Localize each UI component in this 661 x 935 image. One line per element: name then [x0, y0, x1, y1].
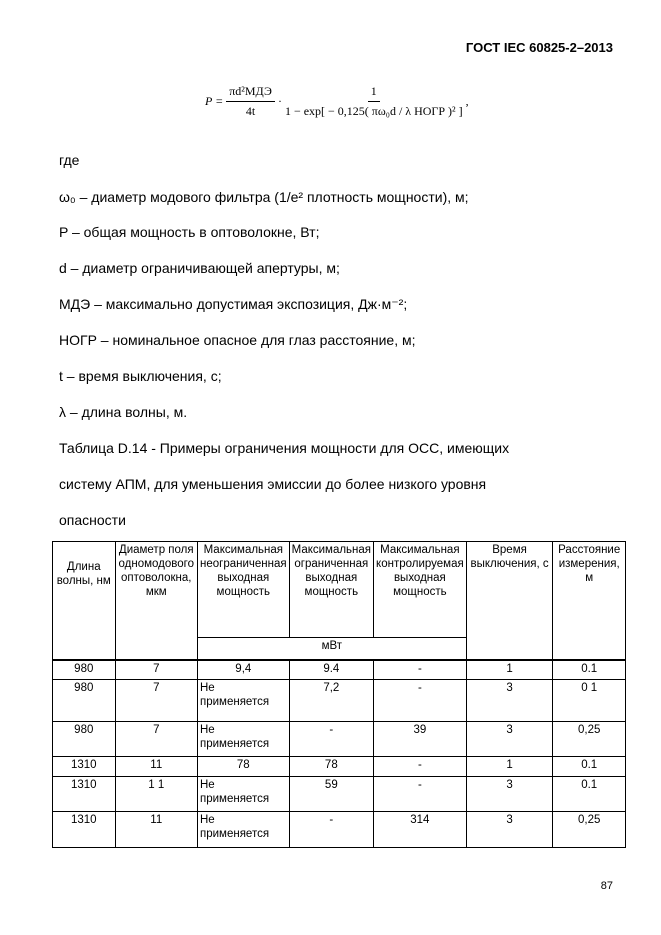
table-cell: 78	[288, 756, 375, 777]
table-cell: 0.1	[552, 756, 626, 777]
table-cell: Не применяется	[197, 679, 290, 722]
table-row: 1310 1 1 Не применяется 59-3 0.1	[52, 776, 626, 812]
table-row: 1310 11 78 78-1 0.1	[52, 756, 626, 777]
table-cell: 1 1	[114, 776, 199, 812]
formula-den2: 1 − exp[ − 0,125( πω₀d / λ НОГР )² ]	[284, 104, 463, 118]
table-cell: 7	[114, 659, 199, 680]
table-cell: 9,4	[197, 659, 290, 680]
formula-den1: 4t	[245, 104, 256, 118]
table-cell: 980	[52, 721, 116, 757]
header-cell: Диаметр поля одномодового оптоволокна, м…	[114, 541, 199, 661]
header-cell: Максимальная ограниченная выходная мощно…	[288, 541, 375, 638]
def: МДЭ – максимально допустимая экспозиция,…	[59, 296, 408, 312]
table-cell: -	[373, 756, 467, 777]
table-cell: 1	[465, 756, 554, 777]
formula-tail: ,	[465, 94, 469, 108]
table-cell: Не применяется	[197, 811, 290, 848]
table-cell: 7,2	[288, 679, 375, 722]
table-row: 980 7 Не применяется -39 3 0,25	[52, 721, 626, 757]
table-cell: 0,25	[552, 721, 626, 757]
standard-header: ГОСТ IEC 60825-2–2013	[465, 40, 613, 55]
table-cell: 1310	[52, 776, 116, 812]
table-cell: 59	[288, 776, 375, 812]
table-cell: 3	[465, 811, 554, 848]
table-cell: 3	[465, 679, 554, 722]
table-cell: -	[288, 811, 375, 848]
table-cell: 3	[465, 776, 554, 812]
table-cell: 1	[465, 659, 554, 680]
def: t – время выключения, с;	[59, 368, 222, 384]
table-cell: Не применяется	[197, 776, 290, 812]
def: НОГР – номинальное опасное для глаз расс…	[59, 332, 416, 348]
table-cell: 7	[114, 721, 199, 757]
table-cell: -	[373, 776, 467, 812]
table-cell: 0 1	[552, 679, 626, 722]
table-row: 980 7 9,4 9.4-1 0.1	[52, 659, 626, 680]
formula-lhs: P =	[205, 94, 224, 108]
header-cell: Время выключения, с	[465, 541, 554, 661]
def: ω₀ – диаметр модового фильтра (1/e² плот…	[59, 189, 469, 205]
table-cell: 7	[114, 679, 199, 722]
table-caption: Таблица D.14 - Примеры ограничения мощно…	[59, 440, 510, 456]
table-cell: 0.1	[552, 776, 626, 812]
table-cell: 9.4	[288, 659, 375, 680]
table-row: 980 7 Не применяется 7,2-3 0 1	[52, 679, 626, 722]
header-cell: Максимальная контролируемая выходная мощ…	[373, 541, 467, 638]
table-cell: 980	[52, 659, 116, 680]
table-cell: 0.1	[552, 659, 626, 680]
table-cell: 11	[114, 756, 199, 777]
formula-num2: 1	[367, 84, 380, 102]
def: P – общая мощность в оптоволокне, Вт;	[59, 224, 320, 240]
power-limits-table: Длина волны, нм Диаметр поля одномодовог…	[52, 541, 626, 848]
table-cell: 78	[197, 756, 290, 777]
table-cell: 1310	[52, 756, 116, 777]
where-label: где	[59, 152, 80, 168]
def: d – диаметр ограничивающей апертуры, м;	[59, 260, 340, 276]
table-cell: 39	[373, 721, 467, 757]
table-cell: 0,25	[552, 811, 626, 848]
table-cell: -	[288, 721, 375, 757]
header-cell: Длина волны, нм	[52, 541, 116, 661]
page-number: 87	[600, 880, 613, 892]
table-cell: 314	[373, 811, 467, 848]
formula-num1: πd²МДЭ	[226, 84, 275, 102]
table-cell: Не применяется	[197, 721, 290, 757]
header-cell: Максимальная неограниченная выходная мощ…	[197, 541, 290, 638]
table-cell: 980	[52, 679, 116, 722]
table-cell: 3	[465, 721, 554, 757]
table-caption: опасности	[59, 512, 126, 528]
table-row: 1310 11 Не применяется -314 3 0,25	[52, 811, 626, 848]
table-cell: -	[373, 659, 467, 680]
table-caption: систему АПМ, для уменьшения эмиссии до б…	[59, 476, 487, 492]
table-cell: 11	[114, 811, 199, 848]
unit-cell: мВт	[197, 637, 467, 661]
def: λ – длина волны, м.	[59, 404, 188, 420]
table-cell: -	[373, 679, 467, 722]
table-cell: 1310	[52, 811, 116, 848]
header-cell: Расстояние измерения, м	[552, 541, 626, 661]
